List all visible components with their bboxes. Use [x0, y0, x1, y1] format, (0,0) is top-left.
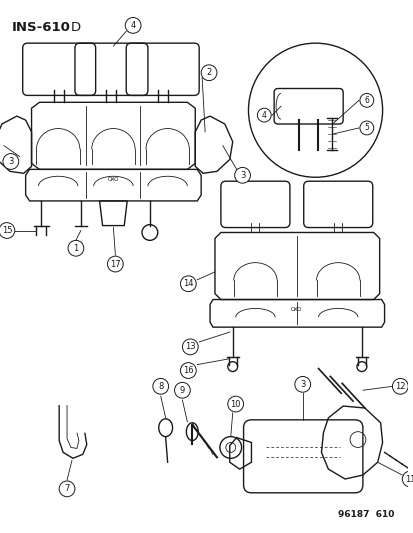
- Circle shape: [359, 121, 373, 135]
- Text: 4: 4: [261, 111, 266, 119]
- Circle shape: [68, 240, 83, 256]
- Text: 96187  610: 96187 610: [337, 511, 394, 520]
- Text: D: D: [71, 21, 81, 35]
- Text: 11: 11: [404, 474, 413, 483]
- Text: 10: 10: [230, 400, 240, 409]
- Text: 6: 6: [363, 96, 368, 105]
- Circle shape: [125, 18, 141, 33]
- Circle shape: [294, 376, 310, 392]
- Text: OXO: OXO: [107, 177, 119, 182]
- Text: 8: 8: [158, 382, 163, 391]
- Circle shape: [3, 154, 19, 169]
- Circle shape: [234, 167, 250, 183]
- Text: 1: 1: [73, 244, 78, 253]
- Circle shape: [182, 339, 198, 355]
- Circle shape: [392, 378, 407, 394]
- Circle shape: [201, 65, 216, 80]
- Text: 13: 13: [185, 342, 195, 351]
- Text: 14: 14: [183, 279, 193, 288]
- Text: 3: 3: [239, 171, 244, 180]
- Text: 2: 2: [206, 68, 211, 77]
- Text: 9: 9: [179, 386, 185, 395]
- Text: 5: 5: [363, 124, 368, 133]
- Circle shape: [59, 481, 75, 497]
- Circle shape: [152, 378, 168, 394]
- Text: 12: 12: [394, 382, 405, 391]
- Circle shape: [227, 396, 243, 412]
- Text: OXO: OXO: [290, 308, 302, 312]
- Text: 7: 7: [64, 484, 69, 494]
- Text: 17: 17: [110, 260, 121, 269]
- Circle shape: [174, 382, 190, 398]
- Text: INS-610: INS-610: [12, 21, 71, 35]
- Circle shape: [107, 256, 123, 272]
- Circle shape: [257, 108, 271, 122]
- Text: 4: 4: [130, 21, 135, 30]
- Text: 3: 3: [299, 380, 305, 389]
- Circle shape: [180, 276, 196, 292]
- Circle shape: [359, 93, 373, 107]
- Circle shape: [401, 471, 413, 487]
- Text: 16: 16: [183, 366, 193, 375]
- Text: 3: 3: [8, 157, 14, 166]
- Circle shape: [0, 223, 15, 238]
- Circle shape: [180, 362, 196, 378]
- Text: 15: 15: [2, 226, 12, 235]
